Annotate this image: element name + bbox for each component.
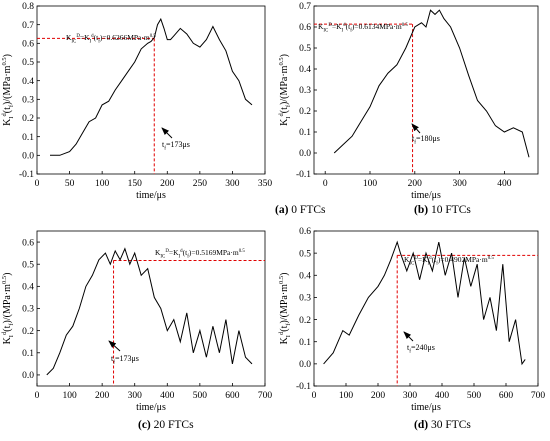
y-tick-label: 0.2 xyxy=(299,316,311,326)
y-axis-label: KI​d​(tf​)/(MPa·m0.5​) xyxy=(278,54,292,126)
x-tick-label: 200 xyxy=(371,391,386,401)
y-tick-label: 0.4 xyxy=(299,271,311,281)
y-axis-label: KI​d​(tf​)/(MPa·m0.5​) xyxy=(1,273,15,345)
x-tick-label: 300 xyxy=(452,179,467,189)
y-tick-label: 0.1 xyxy=(22,133,34,143)
x-tick-label: 500 xyxy=(193,391,208,401)
x-axis-label: time/μs xyxy=(411,190,441,201)
chart-panel-4: 0 100 200 300 400 500 600 700 -0.1 0.0 0.1 0.2 0.3 0.… xyxy=(278,227,545,431)
tf-arrow xyxy=(108,340,121,352)
x-tick-label: 350 xyxy=(258,179,273,189)
tf-arrow xyxy=(161,127,173,139)
y-tick-label: -0.1 xyxy=(19,170,34,180)
y-tick-label: 0.0 xyxy=(299,360,311,370)
x-tick-label: 0 xyxy=(35,179,40,189)
x-tick-label: 300 xyxy=(128,391,143,401)
y-tick-label: 0.3 xyxy=(299,294,311,304)
tf-label: tf​=180μs xyxy=(412,134,440,145)
plot-frame xyxy=(313,230,539,387)
x-tick-label: 300 xyxy=(403,391,418,401)
x-tick-label: 700 xyxy=(531,391,546,401)
kic-equation-label: KIC​D​=KI​d​(tf​)=0.6266MPa·m0.5​ xyxy=(66,33,156,44)
chart-panel-3: 0 100 200 300 400 500 600 700 0.0 0.1 0.2 0.3 0.4 0.5… xyxy=(1,230,273,431)
plot-frame xyxy=(313,5,539,175)
y-tick-label: 0.5 xyxy=(22,58,34,68)
x-tick-label: 0 xyxy=(323,179,328,189)
x-tick-label: 250 xyxy=(193,179,208,189)
y-tick-label: -0.1 xyxy=(296,382,311,392)
y-tick-label: 0.7 xyxy=(299,2,311,12)
kic-equation-label: KIC​D​=KI​d​(tf​)=0.6134MPa·m0.5​ xyxy=(318,22,408,33)
tf-label: tf​=173μs xyxy=(111,354,139,365)
panel-caption: (c) 20 FTCs xyxy=(138,419,194,431)
x-tick-label: 200 xyxy=(95,391,110,401)
x-tick-label: 500 xyxy=(467,391,482,401)
kic-equation-label: KIC​D​=KI​d​(tf​)=0.4902MPa·m0.5​ xyxy=(404,255,494,266)
x-axis-label: time/μs xyxy=(136,402,166,413)
series-line xyxy=(50,17,253,156)
x-tick-label: 400 xyxy=(497,179,512,189)
y-tick-label: 0.5 xyxy=(299,249,311,259)
x-tick-label: 200 xyxy=(408,179,423,189)
plot-frame xyxy=(36,5,266,175)
x-tick-label: 400 xyxy=(435,391,450,401)
y-tick-label: 0.2 xyxy=(299,107,311,117)
y-tick-label: 0.3 xyxy=(299,86,311,96)
y-tick-label: 0.6 xyxy=(299,227,311,237)
y-axis-label: KI​d​(tf​)/(MPa·m0.5​) xyxy=(278,273,292,345)
x-tick-label: 100 xyxy=(62,391,77,401)
y-tick-label: 0.4 xyxy=(22,283,34,293)
x-tick-label: 100 xyxy=(363,179,378,189)
y-tick-label: 0.1 xyxy=(299,128,311,138)
y-tick-label: 0.8 xyxy=(22,2,34,12)
y-tick-label: 0.4 xyxy=(22,77,34,87)
y-tick-label: 0.3 xyxy=(22,305,34,315)
tf-label: tf​=173μs xyxy=(162,140,190,151)
y-tick-label: 0.3 xyxy=(22,96,34,106)
y-tick-label: 0.0 xyxy=(22,152,34,162)
tf-label: tf​=240μs xyxy=(407,343,435,354)
panel-caption: (b) 10 FTCs xyxy=(414,204,471,216)
y-tick-label: 0.1 xyxy=(22,349,34,359)
y-tick-label: 0.5 xyxy=(299,44,311,54)
y-tick-label: 0.6 xyxy=(22,238,34,248)
panel-caption: (a) 0 FTCs xyxy=(275,204,326,216)
y-tick-label: -0.1 xyxy=(296,170,311,180)
panel-caption: (d) 30 FTCs xyxy=(414,419,471,431)
x-tick-label: 700 xyxy=(258,391,273,401)
y-tick-label: 0.5 xyxy=(22,260,34,270)
x-axis-label: time/μs xyxy=(411,402,441,413)
chart-panel-1: 0 50 100 150 200 250 300 350 -0.1 0.0 0.1 0.2 0.3 0.4… xyxy=(1,2,326,216)
y-tick-label: 0.4 xyxy=(299,65,311,75)
x-tick-label: 150 xyxy=(128,179,143,189)
x-tick-label: 600 xyxy=(225,391,240,401)
tf-arrow xyxy=(403,331,414,342)
x-axis-label: time/μs xyxy=(136,190,166,201)
y-axis-label: KI​d​(tf​)/(MPa·m0.5​) xyxy=(1,54,15,126)
y-tick-label: 0.6 xyxy=(299,23,311,33)
x-tick-label: 600 xyxy=(499,391,514,401)
x-tick-label: 100 xyxy=(339,391,354,401)
x-tick-label: 50 xyxy=(65,179,75,189)
y-tick-label: 0.2 xyxy=(22,327,34,337)
x-tick-label: 100 xyxy=(95,179,110,189)
series-line xyxy=(323,240,526,366)
x-tick-label: 200 xyxy=(160,179,175,189)
x-tick-label: 300 xyxy=(225,179,240,189)
x-tick-label: 400 xyxy=(160,391,175,401)
series-line xyxy=(46,247,253,376)
y-tick-label: 0.6 xyxy=(22,40,34,50)
tf-arrow xyxy=(411,123,421,134)
chart-panel-2: 0 100 200 300 400 -0.1 0.0 0.1 0.2 0.3 0.4 0.5 0.6 0.… xyxy=(278,2,539,216)
y-tick-label: 0.0 xyxy=(22,371,34,381)
kic-equation-label: KIC​D​=KI​d​(tf​)=0.5169MPa·m0.5​ xyxy=(155,248,245,259)
y-tick-label: 0.0 xyxy=(299,149,311,159)
y-tick-label: 0.1 xyxy=(299,338,311,348)
y-tick-label: 0.7 xyxy=(22,21,34,31)
series-line xyxy=(333,9,530,158)
y-tick-label: 0.2 xyxy=(22,114,34,124)
x-tick-label: 0 xyxy=(35,391,40,401)
x-tick-label: 0 xyxy=(312,391,317,401)
